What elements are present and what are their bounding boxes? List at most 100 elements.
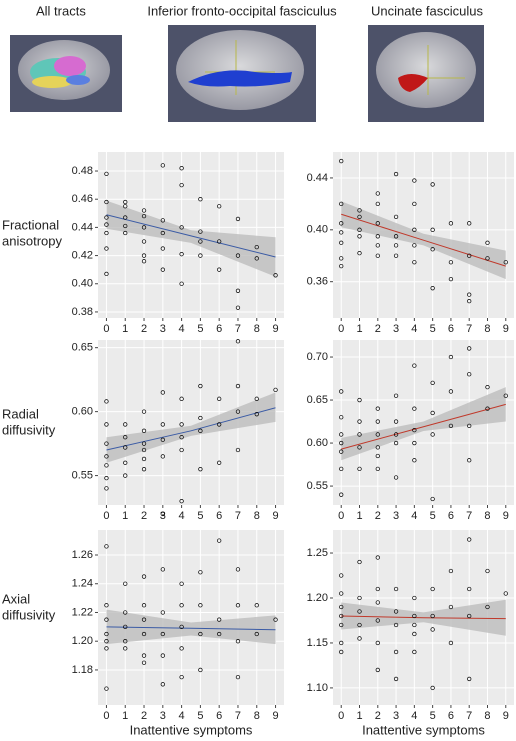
data-point [412,406,417,411]
data-point [467,292,472,297]
x-tick-label: 2 [141,510,147,522]
confidence-band [341,387,506,461]
y-tick-label: 1.20 [307,592,328,604]
data-point [123,230,128,236]
regression-line [106,407,276,451]
x-tick-label: 1 [356,510,362,522]
data-point [485,384,490,390]
data-point [375,618,380,623]
data-point [339,263,344,269]
data-point [375,432,380,437]
x-tick-label: 4 [179,323,185,335]
panel-title: All tracts [36,3,86,18]
data-point [412,649,417,655]
data-point [123,204,128,209]
regression-line [341,615,506,620]
data-point [160,567,165,572]
data-point [160,422,165,427]
x-tick-label: 0 [103,710,109,722]
data-point [430,432,435,437]
data-point [179,281,184,286]
regression-line [341,213,506,267]
data-point [141,225,147,230]
brain-image [368,25,484,122]
data-point [198,467,203,472]
panel-title: Uncinate fasciculus [371,3,483,18]
data-point [217,631,222,637]
data-point [412,458,417,463]
data-point [375,406,380,411]
data-point [104,171,109,176]
data-point [123,460,128,465]
data-point [217,422,222,427]
y-tick-label: 0.46 [72,193,93,205]
data-point [217,460,222,465]
data-point [339,158,344,164]
data-point [235,674,241,680]
data-point [141,467,147,472]
data-point [485,240,490,245]
panel-title: Inferior fronto-occipital fasciculus [147,3,337,18]
row-label: Fractional anisotropy Radial diffusivity… [2,217,62,622]
data-point [357,234,362,239]
data-point [160,653,165,658]
data-point [339,256,344,261]
data-point [179,422,184,427]
data-point [448,276,454,282]
row-label-line: diffusivity [2,607,56,622]
data-point [217,239,222,244]
data-point [393,171,399,177]
x-tick-label: 3 [160,710,166,722]
row-label-line: anisotropy [2,233,62,248]
data-point [123,445,128,450]
data-point [485,568,490,574]
data-point [503,591,508,596]
brain-image [168,25,316,122]
data-point [357,208,362,213]
x-tick-label: 4 [411,323,417,335]
data-point [123,624,128,629]
x-tick-label: 9 [503,323,509,335]
data-point [393,676,399,682]
data-point [393,440,399,446]
data-point [412,243,417,248]
x-tick-label: 1 [356,323,362,335]
row-label-line: Axial [2,591,30,606]
data-point [198,667,203,673]
data-point [412,631,417,637]
x-tick-label: 8 [254,710,260,722]
data-point [339,240,344,245]
data-point [198,383,203,389]
y-tick-label: 1.22 [72,606,93,618]
data-point [467,221,472,226]
regression-line [106,214,276,258]
x-tick-label: 0 [338,510,344,522]
y-tick-label: 0.44 [72,221,93,233]
data-point [357,609,362,614]
data-point [357,251,362,256]
x-tick-label: 7 [466,510,472,522]
x-tick-label: 3 [160,323,166,335]
data-point [393,649,399,655]
data-point [123,435,128,440]
y-tick-label: 0.60 [72,406,93,418]
data-point [448,389,454,394]
data-point [412,613,417,619]
x-tick-label: 7 [235,510,241,522]
data-point [430,685,435,691]
data-point [503,260,508,265]
data-point [339,591,344,596]
data-point [339,432,344,437]
data-point [141,617,147,622]
data-point [198,253,203,258]
data-point [179,166,184,171]
x-tick-label: 0 [338,323,344,335]
data-point [179,225,184,230]
data-point [467,298,472,304]
data-point [104,631,109,637]
confidence-band [106,609,276,645]
data-point [235,409,241,414]
x-tick-label: 0 [103,323,109,335]
data-point [104,399,109,404]
data-point [198,415,203,421]
